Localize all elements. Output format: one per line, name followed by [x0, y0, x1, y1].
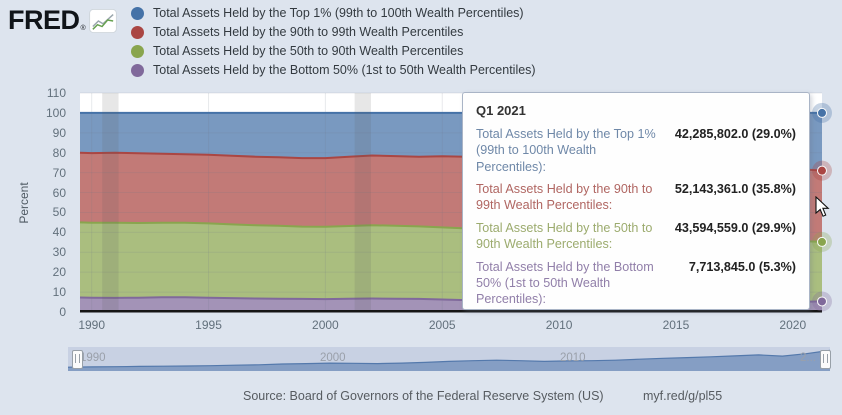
tooltip-rows: Total Assets Held by the Top 1% (99th to… — [476, 126, 796, 308]
y-tick-label: 20 — [52, 265, 66, 280]
x-tick-label: 2020 — [779, 318, 807, 332]
legend-marker-icon — [131, 63, 144, 77]
navigator-line — [67, 349, 831, 368]
legend-item[interactable]: Total Assets Held by the Bottom 50% (1st… — [131, 63, 536, 77]
legend-item-label: Total Assets Held by the 90th to 99th We… — [153, 25, 464, 39]
point-marker[interactable] — [817, 107, 827, 118]
fred-logo-chart-icon — [88, 8, 117, 33]
fred-logo[interactable]: FRED ® — [8, 5, 117, 36]
recession-band — [102, 93, 119, 312]
tooltip-row-value: 42,285,802.0 (29.0%) — [674, 127, 796, 141]
recession-band — [354, 93, 371, 312]
x-tick-label: 2000 — [312, 318, 339, 332]
y-tick-label: 70 — [52, 165, 66, 180]
legend-item[interactable]: Total Assets Held by the 50th to 90th We… — [131, 44, 536, 58]
legend-item-label: Total Assets Held by the Bottom 50% (1st… — [153, 63, 536, 77]
tooltip-row-value: 43,594,559.0 (29.9%) — [674, 220, 796, 235]
tooltip-row: Total Assets Held by the Bottom 50% (1st… — [476, 259, 796, 308]
short-url-link[interactable]: myf.red/g/pl55 — [643, 389, 723, 403]
legend-item-label: Total Assets Held by the Top 1% (99th to… — [153, 6, 524, 20]
y-tick-label: 10 — [52, 285, 66, 300]
y-tick-label: 80 — [52, 145, 66, 160]
y-tick-label: 0 — [59, 305, 66, 319]
navigator-tick-label: 2... — [800, 352, 816, 364]
range-selector-chart — [67, 349, 831, 371]
legend-marker-icon — [131, 6, 144, 20]
tooltip-row: Total Assets Held by the Top 1% (99th to… — [476, 126, 796, 175]
navigator-tick-label: 2000 — [320, 352, 346, 364]
tooltip-row: Total Assets Held by the 90th to 99th We… — [476, 181, 796, 214]
legend-item[interactable]: Total Assets Held by the Top 1% (99th to… — [131, 6, 536, 20]
legend: Total Assets Held by the Top 1% (99th to… — [131, 6, 536, 82]
y-tick-label: 40 — [52, 225, 66, 240]
tooltip-row-label: Total Assets Held by the 90th to 99th We… — [476, 182, 653, 213]
point-marker[interactable] — [817, 236, 827, 247]
legend-item-label: Total Assets Held by the 50th to 90th We… — [153, 44, 464, 58]
source-note: Source: Board of Governors of the Federa… — [243, 389, 604, 403]
y-tick-label: 110 — [46, 86, 66, 100]
fred-logo-text: FRED — [8, 5, 80, 35]
mouse-cursor-icon — [815, 196, 830, 217]
x-tick-label: 2015 — [662, 318, 690, 332]
x-tick-label: 2010 — [545, 318, 573, 332]
point-marker[interactable] — [817, 296, 827, 307]
hover-tooltip: Q1 2021 Total Assets Held by the Top 1% … — [462, 92, 810, 310]
tooltip-row-label: Total Assets Held by the Bottom 50% (1st… — [476, 259, 654, 307]
y-tick-label: 100 — [45, 105, 66, 120]
legend-item[interactable]: Total Assets Held by the 90th to 99th We… — [131, 25, 536, 39]
tooltip-row-value: 7,713,845.0 (5.3%) — [688, 259, 796, 274]
point-marker[interactable] — [817, 165, 827, 176]
legend-marker-icon — [131, 44, 144, 58]
x-axis-line — [80, 310, 822, 313]
y-tick-label: 30 — [52, 245, 66, 260]
tooltip-title: Q1 2021 — [476, 103, 526, 118]
navigator-tick-label: 1990 — [80, 352, 106, 364]
x-tick-label: 2005 — [428, 318, 456, 332]
navigator-area — [68, 350, 830, 371]
x-tick-label: 1995 — [195, 318, 222, 332]
tooltip-row-label: Total Assets Held by the 50th to 90th We… — [476, 220, 653, 252]
y-tick-label: 60 — [52, 185, 66, 200]
tooltip-row: Total Assets Held by the 50th to 90th We… — [476, 220, 796, 253]
y-tick-label: 50 — [52, 205, 66, 220]
tooltip-row-value: 52,143,361.0 (35.8%) — [674, 182, 796, 197]
navigator-tick-label: 2010 — [560, 352, 586, 364]
x-tick-label: 1990 — [78, 318, 106, 332]
range-handle-left[interactable] — [72, 350, 83, 369]
range-selector-track[interactable] — [67, 347, 831, 371]
fred-logo-registered-mark: ® — [80, 25, 86, 32]
tooltip-row-label: Total Assets Held by the Top 1% (99th to… — [476, 127, 656, 174]
range-handle-right[interactable] — [820, 350, 831, 369]
legend-marker-icon — [131, 25, 144, 39]
y-tick-label: 90 — [52, 125, 66, 140]
